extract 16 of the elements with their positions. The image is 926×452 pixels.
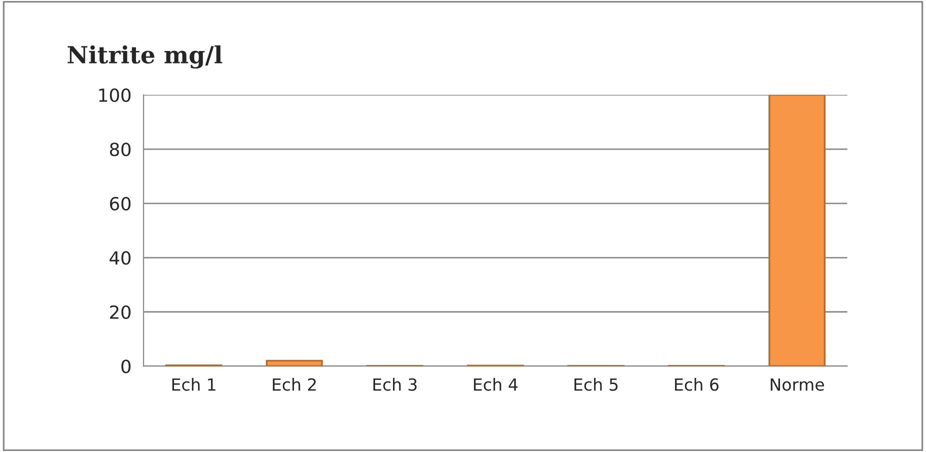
x-tick-label: Ech 4 — [474, 378, 518, 391]
y-tick-label: 60 — [110, 196, 131, 211]
chart-title: Nitrite mg/l — [68, 45, 222, 69]
bar — [266, 360, 323, 366]
y-tick-label: 20 — [110, 305, 131, 319]
x-tick-label: Norme — [770, 378, 824, 391]
x-tick-label: Ech 2 — [272, 378, 316, 391]
x-tick-label: Ech 1 — [172, 378, 216, 391]
x-tick-label: Ech 5 — [574, 378, 618, 391]
x-tick-label: Ech 3 — [373, 378, 417, 391]
y-tick-label: 100 — [99, 88, 131, 102]
bar — [768, 94, 826, 366]
y-tick-label: 0 — [121, 360, 131, 374]
x-tick-label: Ech 6 — [675, 378, 719, 391]
y-tick-label: 80 — [110, 142, 131, 156]
y-tick-label: 40 — [110, 251, 131, 265]
